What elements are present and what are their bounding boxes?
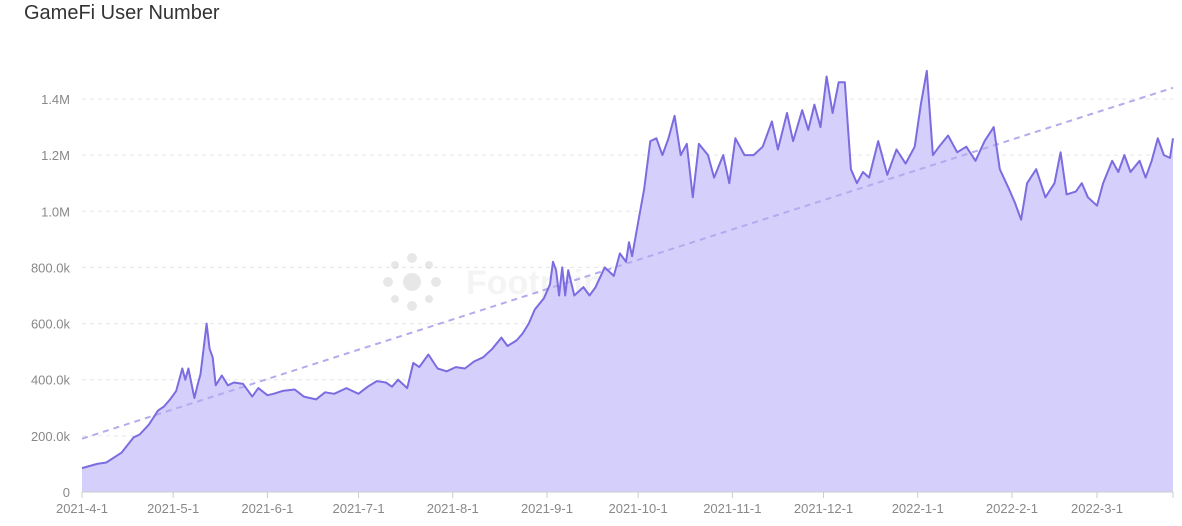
x-tick-label: 2021-7-1 bbox=[333, 501, 385, 516]
x-tick-label: 2021-12-1 bbox=[794, 501, 853, 516]
x-tick-label: 2022-2-1 bbox=[986, 501, 1038, 516]
y-tick-label: 1.0M bbox=[41, 204, 70, 219]
trend-line bbox=[81, 86, 1174, 440]
x-tick-label: 2021-6-1 bbox=[241, 501, 293, 516]
x-tick-label: 2022-1-1 bbox=[892, 501, 944, 516]
series-line bbox=[81, 69, 1174, 470]
watermark-logo-icon bbox=[383, 253, 441, 311]
y-tick-label: 800.0k bbox=[31, 260, 71, 275]
y-tick-label: 1.2M bbox=[41, 148, 70, 163]
y-tick-label: 200.0k bbox=[31, 429, 71, 444]
x-tick-label: 2021-4-1 bbox=[56, 501, 108, 516]
x-tick-label: 2021-9-1 bbox=[521, 501, 573, 516]
x-tick-label: 2021-10-1 bbox=[608, 501, 667, 516]
y-tick-label: 600.0k bbox=[31, 317, 71, 332]
series-area bbox=[82, 70, 1173, 493]
x-axis-ticks: 2021-4-1 2021-5-1 2021-6-1 2021-7-1 2021-8-1… bbox=[56, 492, 1174, 516]
x-tick-label: 2021-5-1 bbox=[147, 501, 199, 516]
y-tick-label: 1.4M bbox=[41, 92, 70, 107]
y-tick-label: 400.0k bbox=[31, 373, 71, 388]
x-tick-label: 2022-3-1 bbox=[1071, 501, 1123, 516]
x-tick-label: 2021-11-1 bbox=[703, 501, 761, 516]
y-tick-label: 0 bbox=[63, 485, 70, 500]
chart-title: GameFi User Number bbox=[24, 2, 220, 24]
x-tick-label: 2021-8-1 bbox=[427, 501, 479, 516]
y-axis-ticks: 0 200.0k 400.0k 600.0k 800.0k 1.0M 1.2M 1.4M bbox=[31, 92, 71, 500]
